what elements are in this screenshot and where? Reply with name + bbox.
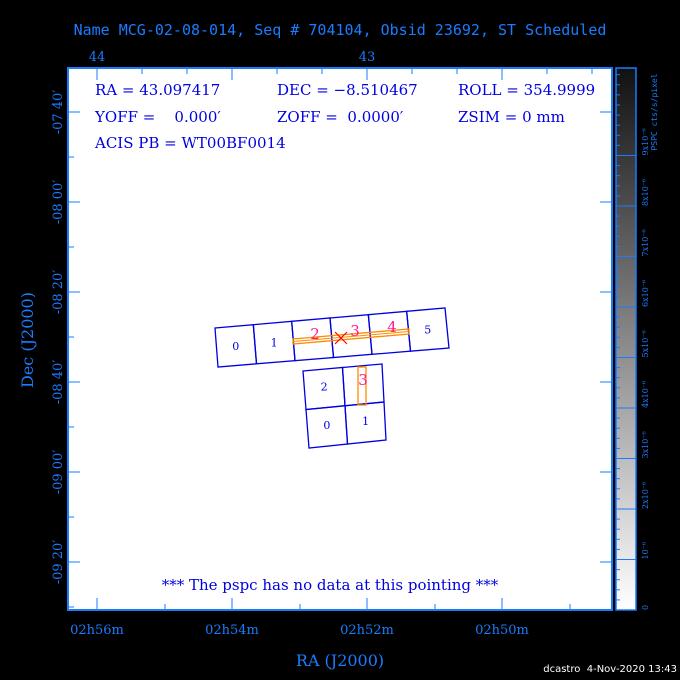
colorbar-tick-label: 5x10⁻⁶ (641, 330, 650, 357)
highlight-chip-label: 4 (387, 318, 397, 336)
colorbar-tick-label: 7x10⁻⁶ (641, 229, 650, 256)
acis-s-chip (405, 307, 450, 352)
colorbar-tick-label: 8x10⁻⁶ (641, 179, 650, 206)
plot-title: Name MCG-02-08-014, Seq # 704104, Obsid … (74, 21, 607, 39)
acis-s-chip-label: 5 (424, 324, 431, 337)
colorbar-label: PSPC cts/s/pixel (650, 73, 659, 150)
y-tick-label: -08 00′ (51, 180, 66, 225)
subarray-strip-s (292, 328, 410, 345)
top-tick-label: 43 (359, 50, 376, 65)
acis-i-chip-label: 0 (323, 419, 330, 432)
info-dec: DEC = −8.510467 (277, 81, 418, 99)
acis-i-chip-label: 1 (362, 415, 369, 428)
y-tick-label: -07 40′ (51, 90, 66, 135)
footer: dcastro 4-Nov-2020 13:43 (543, 664, 677, 675)
y-axis-label: Dec (J2000) (18, 292, 37, 388)
colorbar-tick-label: 10⁻⁶ (641, 542, 650, 560)
x-tick-label: 02h56m (70, 623, 124, 638)
aimpoint-x-icon (334, 331, 348, 345)
y-tick-label: -08 20′ (51, 270, 66, 315)
y-tick-label: -09 20′ (51, 540, 66, 585)
info-ra: RA = 43.097417 (95, 81, 220, 99)
info-zoff: ZOFF = 0.0000′ (277, 108, 404, 126)
x-tick-label: 02h54m (205, 623, 259, 638)
x-axis-label: RA (J2000) (296, 651, 384, 670)
highlight-chip-label: 2 (310, 325, 320, 343)
acis-i-chip-label: 2 (321, 380, 328, 393)
colorbar-tick-label: 0 (641, 605, 650, 610)
colorbar-tick-label: 4x10⁻⁶ (641, 381, 650, 408)
acis-i-chip (344, 401, 387, 445)
subarray-strip-mid (292, 331, 410, 342)
info-yoff: YOFF = 0.000′ (94, 108, 221, 126)
x-tick-label: 02h52m (340, 623, 394, 638)
highlight-chip-label: 3 (358, 371, 368, 389)
no-data-message: *** The pspc has no data at this pointin… (162, 576, 499, 594)
x-tick-label: 02h50m (475, 623, 529, 638)
colorbar-tick-label: 3x10⁻⁶ (641, 431, 650, 458)
acis-s-chip-label: 1 (271, 337, 278, 350)
info-roll: ROLL = 354.9999 (458, 81, 595, 99)
acis-s-chip-label: 0 (232, 340, 239, 353)
colorbar-tick-label: 6x10⁻⁶ (641, 280, 650, 307)
colorbar-tick-label: 9x10⁻⁶ (641, 128, 650, 155)
info-zsim: ZSIM = 0 mm (458, 108, 565, 126)
colorbar-tick-label: 2x10⁻⁶ (641, 482, 650, 509)
highlight-chip-label: 3 (350, 322, 360, 340)
y-tick-label: -08 40′ (51, 360, 66, 405)
top-tick-label: 44 (89, 50, 106, 65)
subarray-strip-i (357, 366, 367, 406)
info-acis-pb: ACIS PB = WT00BF0014 (94, 134, 286, 152)
y-tick-label: -09 00′ (51, 450, 66, 495)
